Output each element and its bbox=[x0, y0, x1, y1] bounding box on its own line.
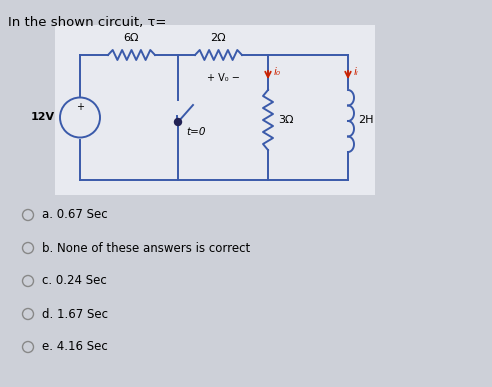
Text: 12V: 12V bbox=[31, 113, 55, 123]
Text: 2H: 2H bbox=[358, 115, 373, 125]
Text: c. 0.24 Sec: c. 0.24 Sec bbox=[42, 274, 107, 288]
Text: 2Ω: 2Ω bbox=[210, 33, 226, 43]
FancyBboxPatch shape bbox=[55, 25, 375, 195]
Text: d. 1.67 Sec: d. 1.67 Sec bbox=[42, 308, 108, 320]
Text: b. None of these answers is correct: b. None of these answers is correct bbox=[42, 241, 250, 255]
Text: 3Ω: 3Ω bbox=[278, 115, 294, 125]
Text: i₀: i₀ bbox=[274, 67, 281, 77]
Text: + V₀ −: + V₀ − bbox=[207, 73, 240, 83]
Text: a. 0.67 Sec: a. 0.67 Sec bbox=[42, 209, 108, 221]
Text: +: + bbox=[76, 103, 84, 113]
Text: 6Ω: 6Ω bbox=[123, 33, 139, 43]
Circle shape bbox=[175, 118, 182, 125]
Text: t=0: t=0 bbox=[186, 127, 206, 137]
Text: In the shown circuit, τ=: In the shown circuit, τ= bbox=[8, 16, 166, 29]
Text: e. 4.16 Sec: e. 4.16 Sec bbox=[42, 341, 108, 353]
Text: iₗ: iₗ bbox=[354, 67, 359, 77]
